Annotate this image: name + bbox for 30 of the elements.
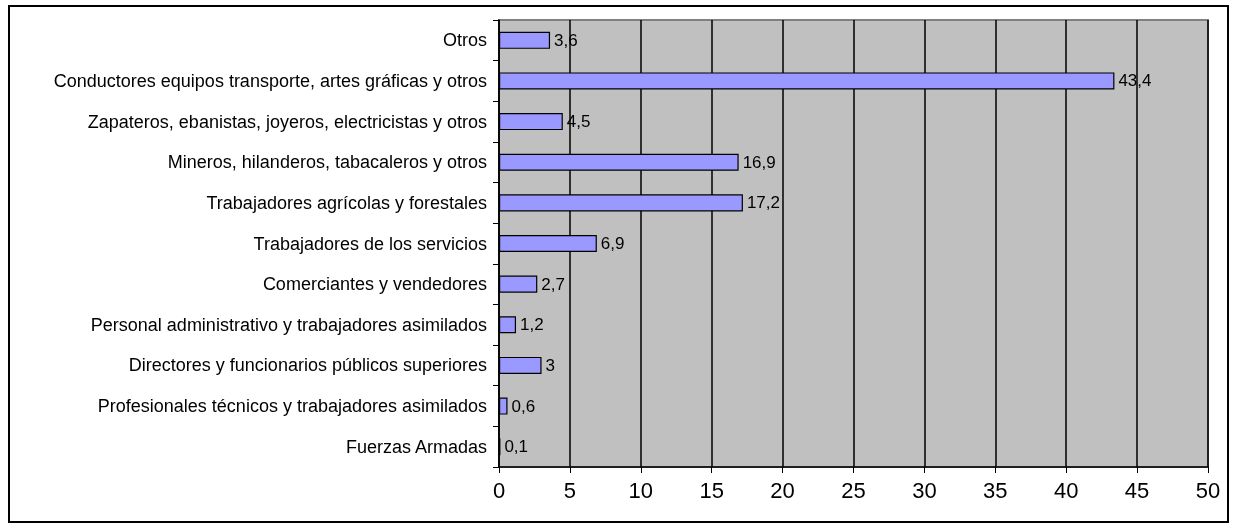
x-tick-label: 35 bbox=[983, 477, 1008, 503]
x-tick-label: 15 bbox=[699, 477, 724, 503]
y-tick-label: Trabajadores de los servicios bbox=[253, 233, 487, 254]
y-tick-label: Conductores equipos transporte, artes gráficas y otros bbox=[53, 70, 487, 91]
data-label: 17,2 bbox=[746, 193, 780, 213]
y-tick-label: Zapateros, ebanistas, joyeros, electricistas y otros bbox=[87, 111, 487, 132]
data-label: 3 bbox=[545, 355, 556, 375]
x-tick-label: 0 bbox=[492, 477, 506, 503]
y-tick-label: Fuerzas Armadas bbox=[345, 436, 487, 457]
y-tick-label: Trabajadores agrícolas y forestales bbox=[206, 192, 487, 213]
data-label: 0,1 bbox=[504, 437, 529, 457]
y-tick-label: Comerciantes y vendedores bbox=[262, 274, 487, 295]
data-label: 0,6 bbox=[511, 396, 536, 416]
x-tick-label: 45 bbox=[1124, 477, 1150, 503]
x-tick-label: 25 bbox=[841, 477, 866, 503]
x-tick-label: 20 bbox=[770, 477, 795, 503]
x-tick-label: 30 bbox=[912, 477, 937, 503]
x-tick-label: 40 bbox=[1053, 477, 1079, 503]
y-tick-label: Personal administrativo y trabajadores asimilados bbox=[90, 314, 487, 335]
data-label: 2,7 bbox=[541, 274, 565, 294]
data-label: 6,9 bbox=[600, 234, 625, 253]
data-label: 1,2 bbox=[520, 315, 544, 335]
x-tick-label: 10 bbox=[628, 477, 654, 503]
y-tick-label: Profesionales técnicos y trabajadores asimilados bbox=[97, 396, 487, 417]
y-tick-label: Directores y funcionarios públicos superiores bbox=[128, 355, 487, 376]
x-tick-label: 5 bbox=[563, 477, 577, 503]
y-tick-label: Mineros, hilanderos, tabacaleros y otros bbox=[167, 152, 487, 173]
x-tick-label: 50 bbox=[1195, 477, 1221, 503]
y-tick-label: Otros bbox=[442, 30, 487, 51]
data-label: 16,9 bbox=[742, 152, 776, 172]
